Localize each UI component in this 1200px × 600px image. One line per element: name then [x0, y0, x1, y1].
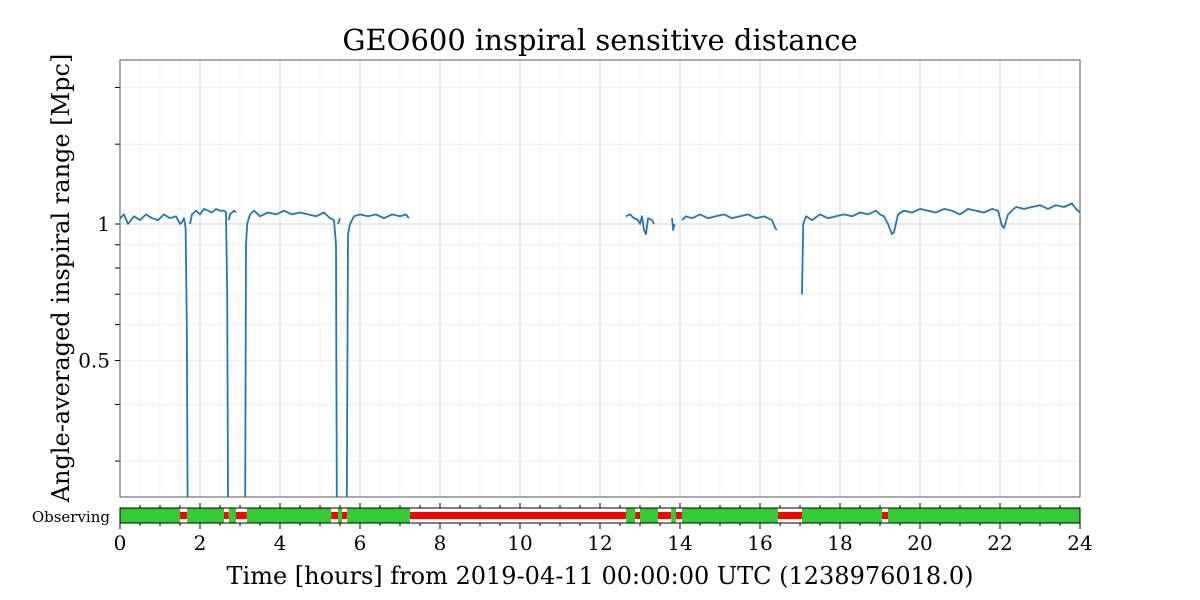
state-segment-off: [236, 512, 247, 519]
state-segment-on: [626, 508, 636, 523]
state-segment-on: [347, 508, 410, 523]
x-tick-label: 22: [987, 531, 1012, 555]
range-line-segment: [671, 218, 676, 231]
range-line-segment: [625, 213, 655, 235]
state-bar-label: Observing: [32, 508, 111, 526]
x-tick-label: 2: [194, 531, 207, 555]
range-line-segment: [801, 202, 1080, 295]
plot-frame: [119, 59, 1081, 498]
state-segment-on: [228, 508, 236, 523]
state-segment-off: [224, 512, 229, 519]
series-group: [120, 202, 1080, 497]
y-axis-label: Angle-averaged inspiral range [Mpc]: [47, 54, 75, 504]
range-line-segment: [337, 217, 341, 225]
grid: [120, 60, 1080, 497]
x-tick-label: 12: [587, 531, 612, 555]
state-segment-on: [802, 508, 882, 523]
range-line-segment: [345, 213, 410, 497]
x-tick-label: 24: [1067, 531, 1092, 555]
state-segment-on: [246, 508, 332, 523]
state-segment-on: [120, 508, 180, 523]
y-tick-label: 1: [97, 212, 110, 236]
state-segment-off: [882, 512, 888, 519]
chart-title: GEO600 inspiral sensitive distance: [342, 23, 857, 57]
range-line-segment: [244, 209, 338, 497]
x-tick-label: 8: [434, 531, 447, 555]
state-segment-on: [640, 508, 658, 523]
range-line-segment: [189, 208, 229, 497]
x-tick-label: 18: [827, 531, 852, 555]
x-tick-label: 0: [114, 531, 127, 555]
state-segment-on: [671, 508, 676, 523]
state-segment-off: [331, 512, 338, 519]
state-bar: [119, 507, 1081, 524]
range-line-segment: [227, 209, 237, 221]
state-segment-off: [778, 512, 802, 519]
state-segment-on: [682, 508, 778, 523]
state-segment-on: [888, 508, 1080, 523]
x-tick-label: 4: [274, 531, 287, 555]
state-segment-off: [342, 512, 348, 519]
range-series: [120, 202, 1080, 497]
x-tick-label: 6: [354, 531, 367, 555]
state-segment-off: [410, 512, 626, 519]
y-axis-ticks: 0.51: [78, 87, 120, 462]
state-segment-off: [180, 512, 188, 519]
x-tick-label: 10: [507, 531, 532, 555]
x-axis-ticks: 0 2 4 6 8 10 12 14 16 18 20 22 24: [114, 503, 1093, 555]
state-segment-on: [187, 508, 224, 523]
x-tick-label: 20: [907, 531, 932, 555]
range-line-segment: [120, 213, 189, 497]
range-line-segment: [681, 213, 778, 231]
y-tick-label: 0.5: [78, 349, 110, 373]
state-segment-off: [658, 512, 672, 519]
state-segment-off: [676, 512, 682, 519]
x-tick-label: 16: [747, 531, 772, 555]
x-tick-label: 14: [667, 531, 692, 555]
x-axis-label: Time [hours] from 2019-04-11 00:00:00 UT…: [227, 562, 974, 590]
state-segment-on: [338, 508, 342, 523]
state-segment-off: [635, 512, 640, 519]
